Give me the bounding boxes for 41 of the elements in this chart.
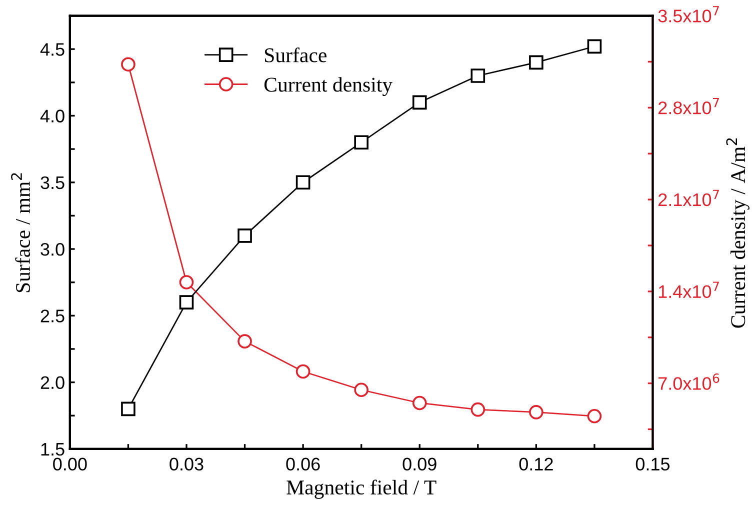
point bbox=[587, 408, 602, 424]
point bbox=[354, 382, 368, 398]
point bbox=[238, 334, 252, 348]
point bbox=[121, 402, 136, 416]
x-tick-label: 0.03 bbox=[170, 458, 204, 471]
y-tick-label: 3.5 bbox=[40, 176, 64, 190]
x-tick-label: 0.00 bbox=[53, 458, 87, 471]
y-tick-label: 4.0 bbox=[40, 110, 64, 122]
y2-tick-label: 2.8x10$^{7}$ bbox=[658, 98, 719, 114]
x-tick-label: 0.06 bbox=[286, 458, 320, 471]
point bbox=[587, 39, 602, 54]
point bbox=[296, 364, 310, 379]
x-tick-label: 0.15 bbox=[636, 458, 670, 471]
point bbox=[412, 95, 427, 110]
x-tick-label: 0.12 bbox=[519, 458, 553, 471]
y-tick-label: 3.0 bbox=[40, 242, 64, 256]
y2-tick-label: 1.4x10$^{7}$ bbox=[658, 282, 719, 298]
point bbox=[470, 68, 486, 83]
x-axis-title: Magnetic field / T bbox=[286, 480, 436, 499]
point bbox=[354, 135, 368, 150]
y-tick-label: 2.0 bbox=[40, 376, 64, 390]
point bbox=[412, 396, 427, 410]
point bbox=[179, 275, 194, 290]
y2-tick-label: 2.1x10$^{7}$ bbox=[658, 190, 719, 206]
x-tick-label: 0.09 bbox=[402, 458, 436, 471]
y2-tick-label: 3.5x10$^{7}$ bbox=[658, 6, 719, 22]
point bbox=[121, 57, 136, 72]
y-tick-label: 4.5 bbox=[40, 43, 64, 56]
point bbox=[296, 175, 310, 190]
point bbox=[529, 55, 544, 70]
point bbox=[179, 295, 194, 310]
point bbox=[238, 228, 252, 243]
y-tick-label: 1.5 bbox=[41, 443, 64, 456]
y2-tick-label: 7.0x10$^{6}$ bbox=[658, 373, 720, 390]
point bbox=[470, 402, 486, 417]
point bbox=[529, 405, 544, 420]
legend-label: Current density bbox=[264, 77, 393, 96]
legend-label: Surface bbox=[264, 47, 326, 62]
y2-axis-title: Current density / A/m$^{2}$ bbox=[726, 138, 750, 328]
y-axis-title: Surface / mm$^{2}$ bbox=[11, 173, 30, 292]
y-tick-label: 2.5 bbox=[40, 310, 64, 322]
